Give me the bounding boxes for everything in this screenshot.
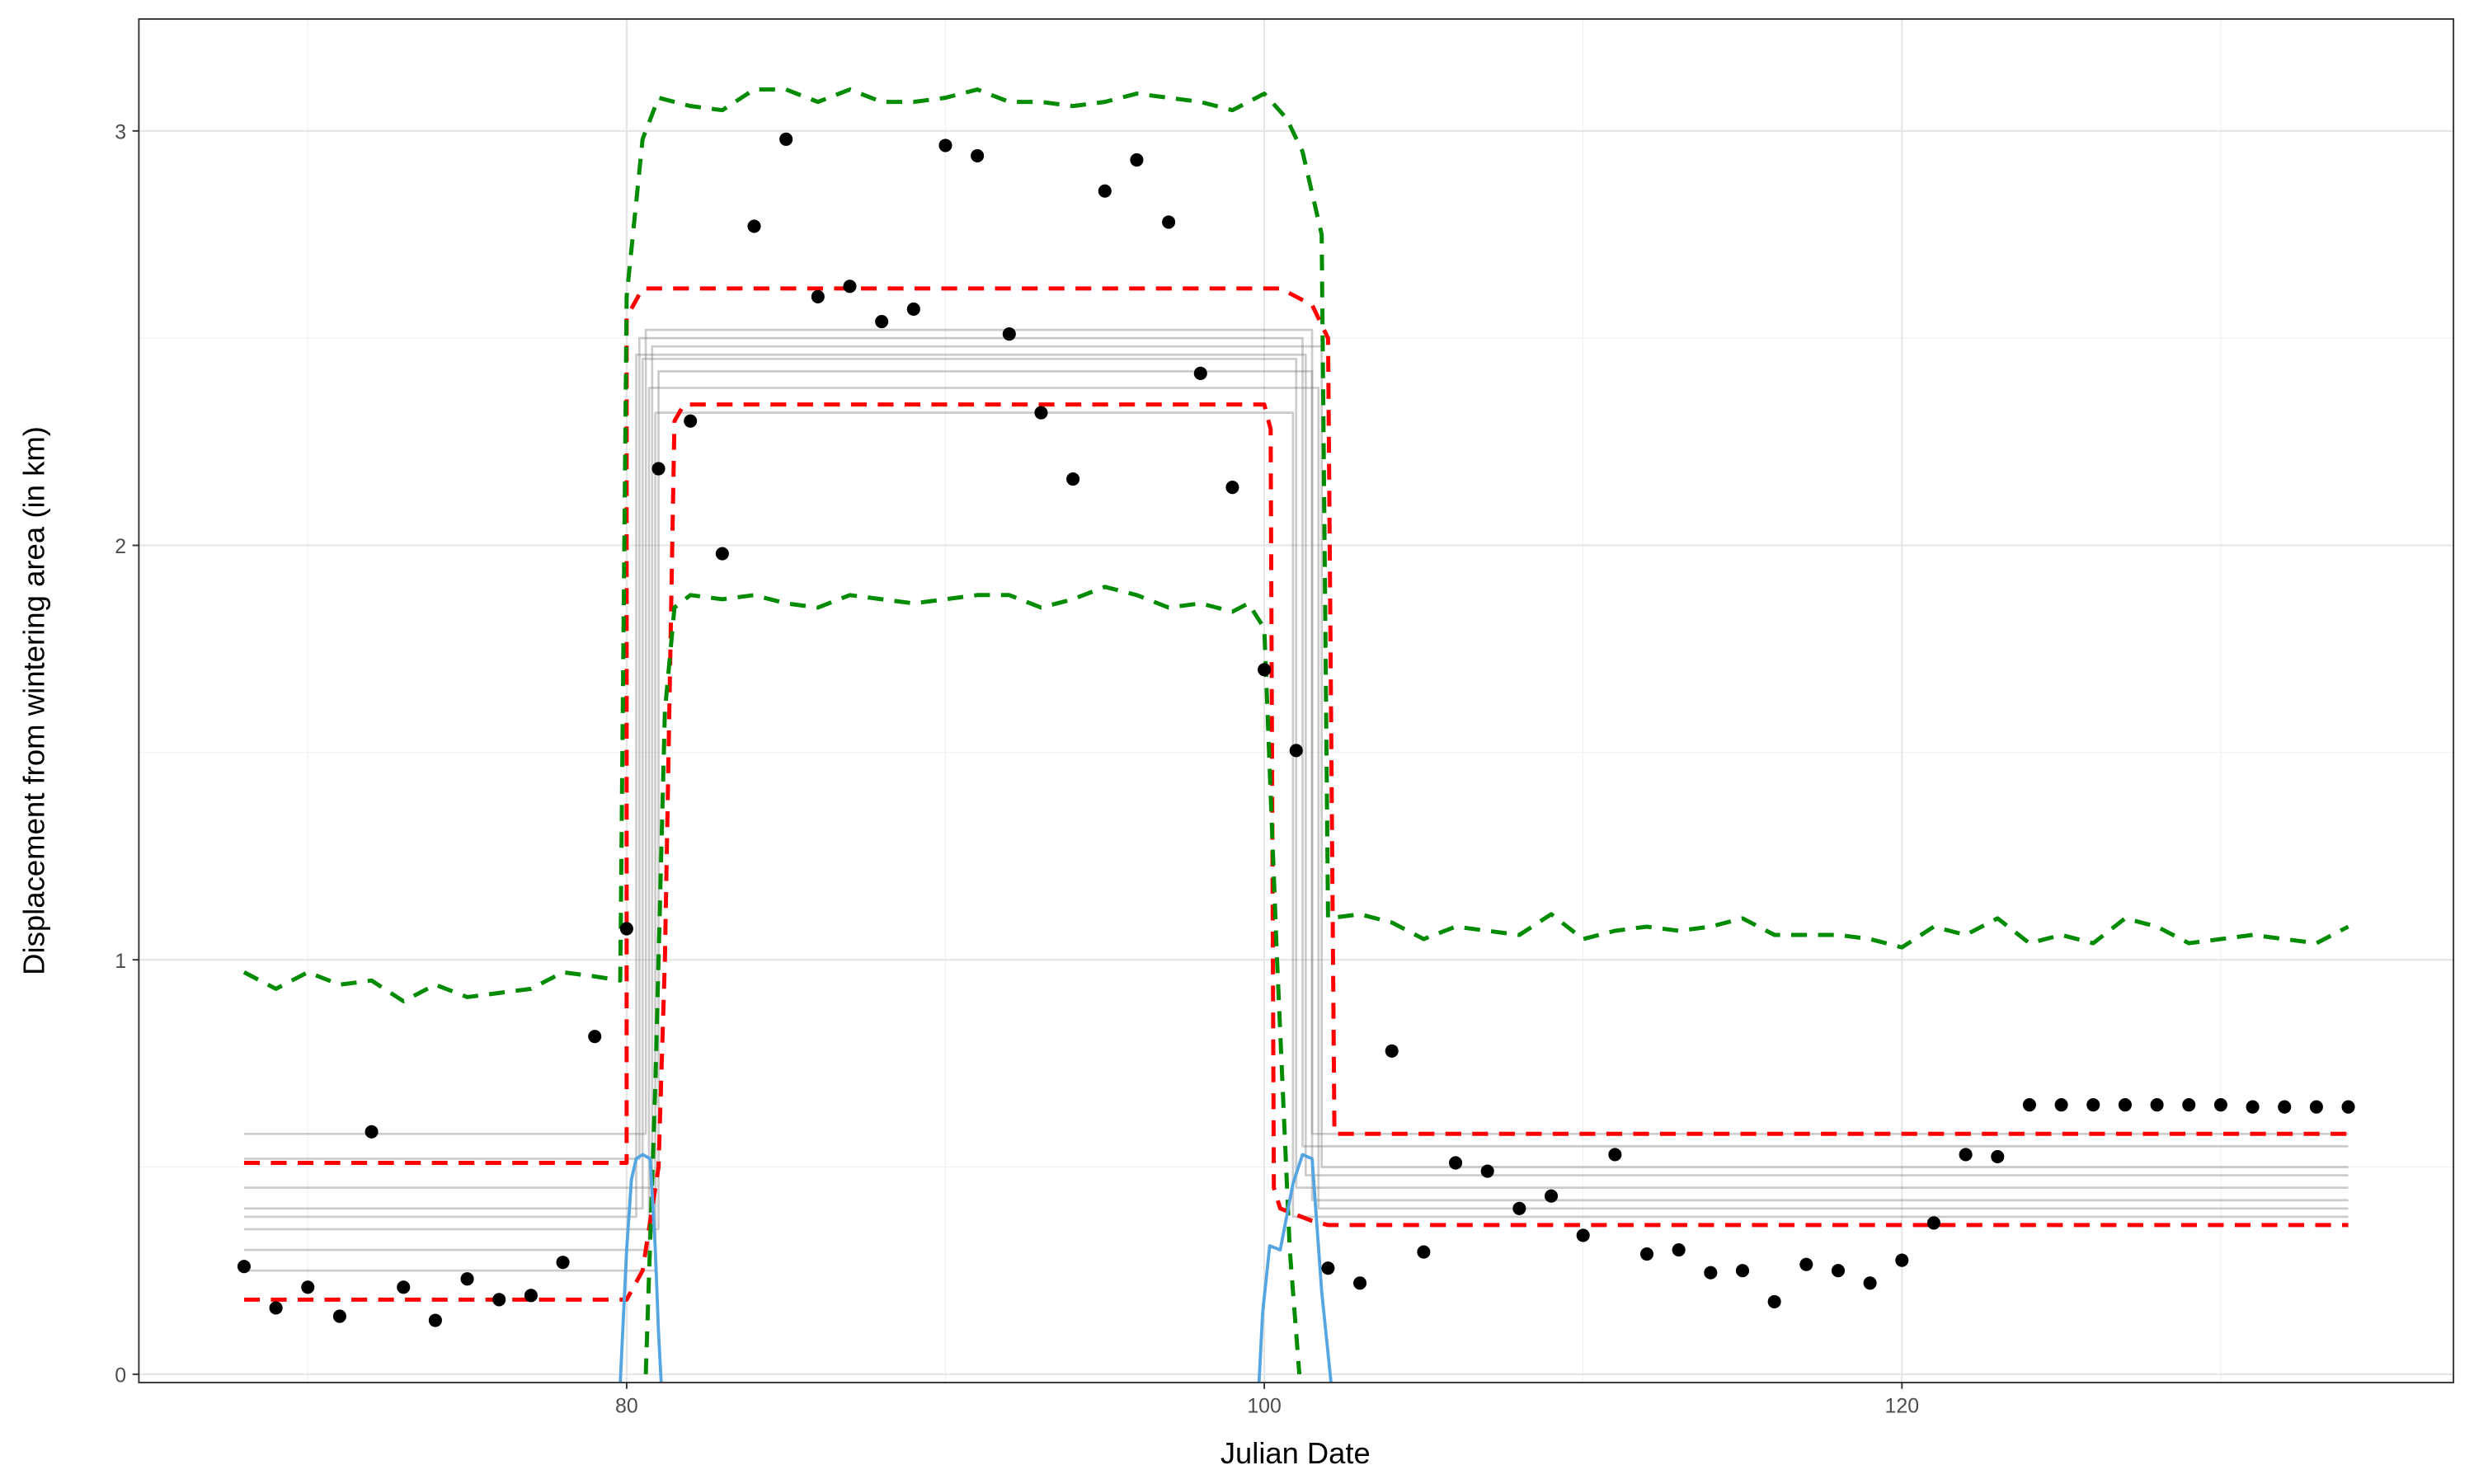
data-point [906, 302, 920, 317]
data-point [492, 1293, 506, 1307]
data-point [619, 922, 633, 936]
data-point [1417, 1245, 1431, 1259]
data-point [1385, 1044, 1399, 1058]
line [243, 353, 2349, 1219]
data-point [1321, 1261, 1335, 1275]
axes: 80 100 120 0 1 2 3 [115, 120, 1919, 1417]
line [243, 387, 2349, 1252]
data-point [1895, 1253, 1909, 1267]
data-point [524, 1289, 538, 1303]
data-point [1480, 1164, 1494, 1178]
data-point [811, 289, 825, 303]
data-point [2022, 1098, 2036, 1112]
x-axis-title: Julian Date [1221, 1436, 1371, 1470]
data-point [1735, 1264, 1750, 1278]
line [1257, 1153, 1333, 1383]
data-point [1991, 1149, 2005, 1164]
y-tick-label: 2 [115, 535, 126, 558]
data-point [938, 139, 952, 153]
data-point [1225, 481, 1239, 495]
line [243, 345, 2349, 1189]
data-point [1959, 1148, 1973, 1162]
y-axis-title: Displacement from wintering area (in km) [17, 426, 51, 975]
data-point [747, 219, 761, 233]
x-tick-label: 80 [615, 1394, 638, 1417]
line [618, 1153, 663, 1383]
data-point [2054, 1098, 2068, 1112]
data-point [1002, 327, 1016, 341]
data-point [301, 1280, 315, 1294]
line [643, 585, 1302, 1375]
data-point [2309, 1100, 2323, 1114]
data-point [1639, 1247, 1654, 1261]
data-point [875, 314, 889, 329]
x-tick-label: 120 [1885, 1394, 1919, 1417]
data-point [1831, 1264, 1846, 1278]
data-point [1162, 215, 1176, 229]
data-point [1704, 1266, 1718, 1280]
data-point [2118, 1098, 2132, 1112]
data-point [1512, 1201, 1526, 1215]
line [243, 357, 2349, 1210]
data-point [1034, 406, 1048, 420]
line [243, 286, 2349, 1165]
data-point [2246, 1100, 2260, 1114]
data-point [269, 1301, 283, 1315]
data-point [1449, 1156, 1463, 1170]
data-point [1608, 1148, 1622, 1162]
data-point [332, 1309, 346, 1323]
data-point [397, 1280, 411, 1294]
line [243, 370, 2349, 1231]
line [243, 402, 2349, 1302]
data-point [843, 279, 857, 294]
data-point [428, 1313, 442, 1327]
data-point [2150, 1098, 2164, 1112]
data-point [684, 414, 698, 428]
data-point [237, 1260, 251, 1274]
data-point [1576, 1228, 1590, 1242]
line [242, 87, 2349, 1003]
y-tick-label: 0 [115, 1364, 126, 1387]
y-tick-label: 3 [115, 120, 126, 143]
data-point [1544, 1189, 1559, 1203]
data-point [2213, 1098, 2227, 1112]
data-point [971, 148, 985, 163]
data-point [2278, 1100, 2292, 1114]
data-point [365, 1125, 379, 1139]
y-tick-label: 1 [115, 950, 126, 973]
line [243, 411, 2349, 1272]
data-point [1926, 1216, 1940, 1230]
plot-area [237, 87, 2355, 1383]
data-point [1098, 184, 1112, 198]
data-point [2086, 1098, 2100, 1112]
data-point [715, 547, 729, 561]
data-point [779, 132, 793, 146]
line [243, 336, 2349, 1160]
data-point [1353, 1276, 1367, 1290]
data-point [2182, 1098, 2196, 1112]
x-tick-label: 100 [1247, 1394, 1281, 1417]
data-point [1193, 366, 1207, 380]
data-point [1799, 1257, 1813, 1271]
data-point [556, 1256, 570, 1270]
data-point [1863, 1276, 1877, 1290]
panel-border [138, 18, 2455, 1383]
data-point [1130, 153, 1144, 167]
data-point [1066, 472, 1080, 486]
data-point [2341, 1100, 2355, 1114]
data-point [1672, 1242, 1686, 1257]
data-point [588, 1030, 602, 1044]
data-point [651, 462, 666, 476]
data-point [1289, 744, 1303, 758]
data-point [1258, 663, 1272, 677]
data-point [460, 1272, 474, 1286]
data-point [1767, 1294, 1781, 1308]
